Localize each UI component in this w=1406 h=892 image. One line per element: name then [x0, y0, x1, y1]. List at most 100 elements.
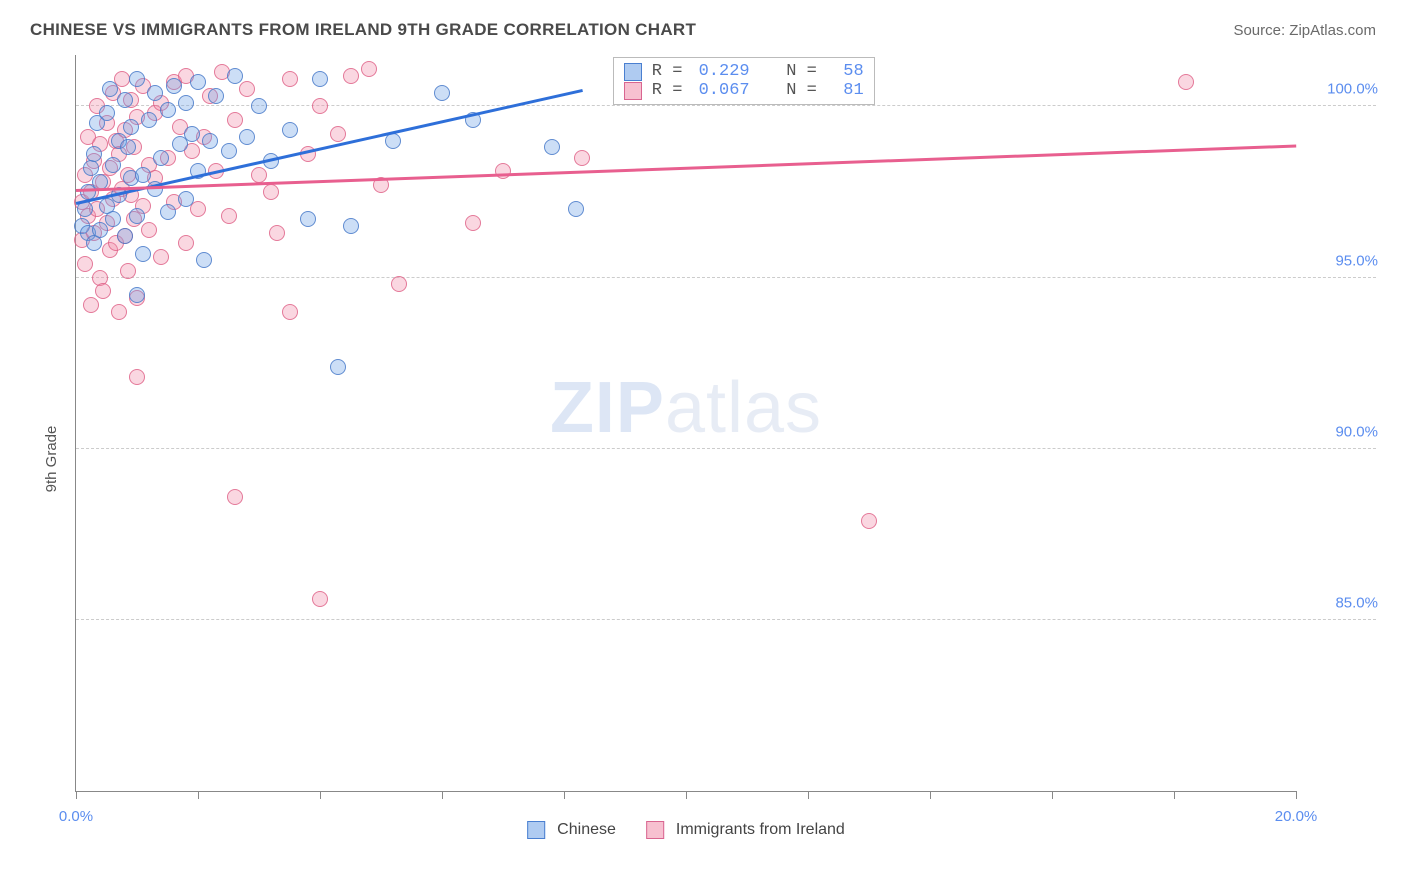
data-point [330, 126, 346, 142]
y-tick-label: 100.0% [1327, 81, 1378, 98]
data-point [178, 191, 194, 207]
data-point [208, 88, 224, 104]
data-point [147, 85, 163, 101]
data-point [330, 359, 346, 375]
data-point [120, 263, 136, 279]
stats-row: R = 0.067 N = 81 [624, 81, 864, 100]
x-tick [198, 791, 199, 799]
gridline [76, 619, 1376, 620]
data-point [251, 167, 267, 183]
data-point [861, 513, 877, 529]
data-point [129, 208, 145, 224]
data-point [77, 256, 93, 272]
data-point [282, 71, 298, 87]
data-point [105, 211, 121, 227]
data-point [190, 74, 206, 90]
stat-r-value: 0.229 [699, 62, 750, 81]
data-point [239, 129, 255, 145]
data-point [160, 204, 176, 220]
x-tick [808, 791, 809, 799]
data-point [190, 201, 206, 217]
x-tick [1052, 791, 1053, 799]
y-axis-label: 9th Grade [43, 425, 60, 492]
data-point [135, 167, 151, 183]
data-point [312, 71, 328, 87]
data-point [312, 98, 328, 114]
data-point [202, 133, 218, 149]
data-point [129, 369, 145, 385]
data-point [141, 112, 157, 128]
legend-item: Chinese [527, 821, 616, 839]
data-point [221, 208, 237, 224]
stat-n-value: 81 [833, 81, 864, 100]
stat-n-label: N = [756, 81, 827, 100]
legend-swatch [624, 82, 642, 100]
x-tick [76, 791, 77, 799]
data-point [574, 150, 590, 166]
data-point [111, 304, 127, 320]
data-point [120, 139, 136, 155]
data-point [221, 143, 237, 159]
x-tick [320, 791, 321, 799]
data-point [105, 157, 121, 173]
data-point [1178, 74, 1194, 90]
legend-swatch [527, 821, 545, 839]
data-point [391, 276, 407, 292]
data-point [544, 139, 560, 155]
scatter-plot-area: ZIPatlas 85.0%90.0%95.0%100.0%0.0%20.0%R… [75, 55, 1296, 792]
x-tick-label: 0.0% [59, 808, 93, 825]
data-point [141, 222, 157, 238]
data-point [178, 95, 194, 111]
data-point [99, 105, 115, 121]
gridline [76, 277, 1376, 278]
data-point [123, 119, 139, 135]
data-point [160, 102, 176, 118]
chart-title: CHINESE VS IMMIGRANTS FROM IRELAND 9TH G… [30, 20, 696, 40]
data-point [343, 68, 359, 84]
legend-item: Immigrants from Ireland [646, 821, 845, 839]
chart-container: 9th Grade ZIPatlas 85.0%90.0%95.0%100.0%… [30, 55, 1386, 862]
data-point [227, 68, 243, 84]
stat-n-value: 58 [833, 62, 864, 81]
x-tick-label: 20.0% [1275, 808, 1318, 825]
legend-label: Chinese [557, 821, 616, 839]
data-point [434, 85, 450, 101]
x-tick [930, 791, 931, 799]
data-point [227, 489, 243, 505]
data-point [251, 98, 267, 114]
stats-row: R = 0.229 N = 58 [624, 62, 864, 81]
data-point [153, 249, 169, 265]
legend-label: Immigrants from Ireland [676, 821, 845, 839]
data-point [117, 92, 133, 108]
data-point [184, 126, 200, 142]
data-point [95, 283, 111, 299]
stat-r-label: R = [652, 81, 693, 100]
x-tick [442, 791, 443, 799]
y-tick-label: 85.0% [1335, 594, 1378, 611]
data-point [300, 211, 316, 227]
data-point [239, 81, 255, 97]
x-tick [1296, 791, 1297, 799]
data-point [86, 235, 102, 251]
y-tick-label: 95.0% [1335, 252, 1378, 269]
data-point [86, 146, 102, 162]
data-point [196, 252, 212, 268]
x-tick [564, 791, 565, 799]
watermark: ZIPatlas [550, 367, 822, 449]
data-point [83, 297, 99, 313]
data-point [129, 71, 145, 87]
stat-r-value: 0.067 [699, 81, 750, 100]
gridline [76, 448, 1376, 449]
data-point [312, 591, 328, 607]
data-point [102, 81, 118, 97]
data-point [117, 228, 133, 244]
data-point [269, 225, 285, 241]
data-point [361, 61, 377, 77]
data-point [282, 122, 298, 138]
data-point [263, 184, 279, 200]
data-point [178, 235, 194, 251]
stats-legend-box: R = 0.229 N = 58R = 0.067 N = 81 [613, 57, 875, 105]
x-tick [686, 791, 687, 799]
bottom-legend: Chinese Immigrants from Ireland [527, 821, 845, 839]
data-point [495, 163, 511, 179]
